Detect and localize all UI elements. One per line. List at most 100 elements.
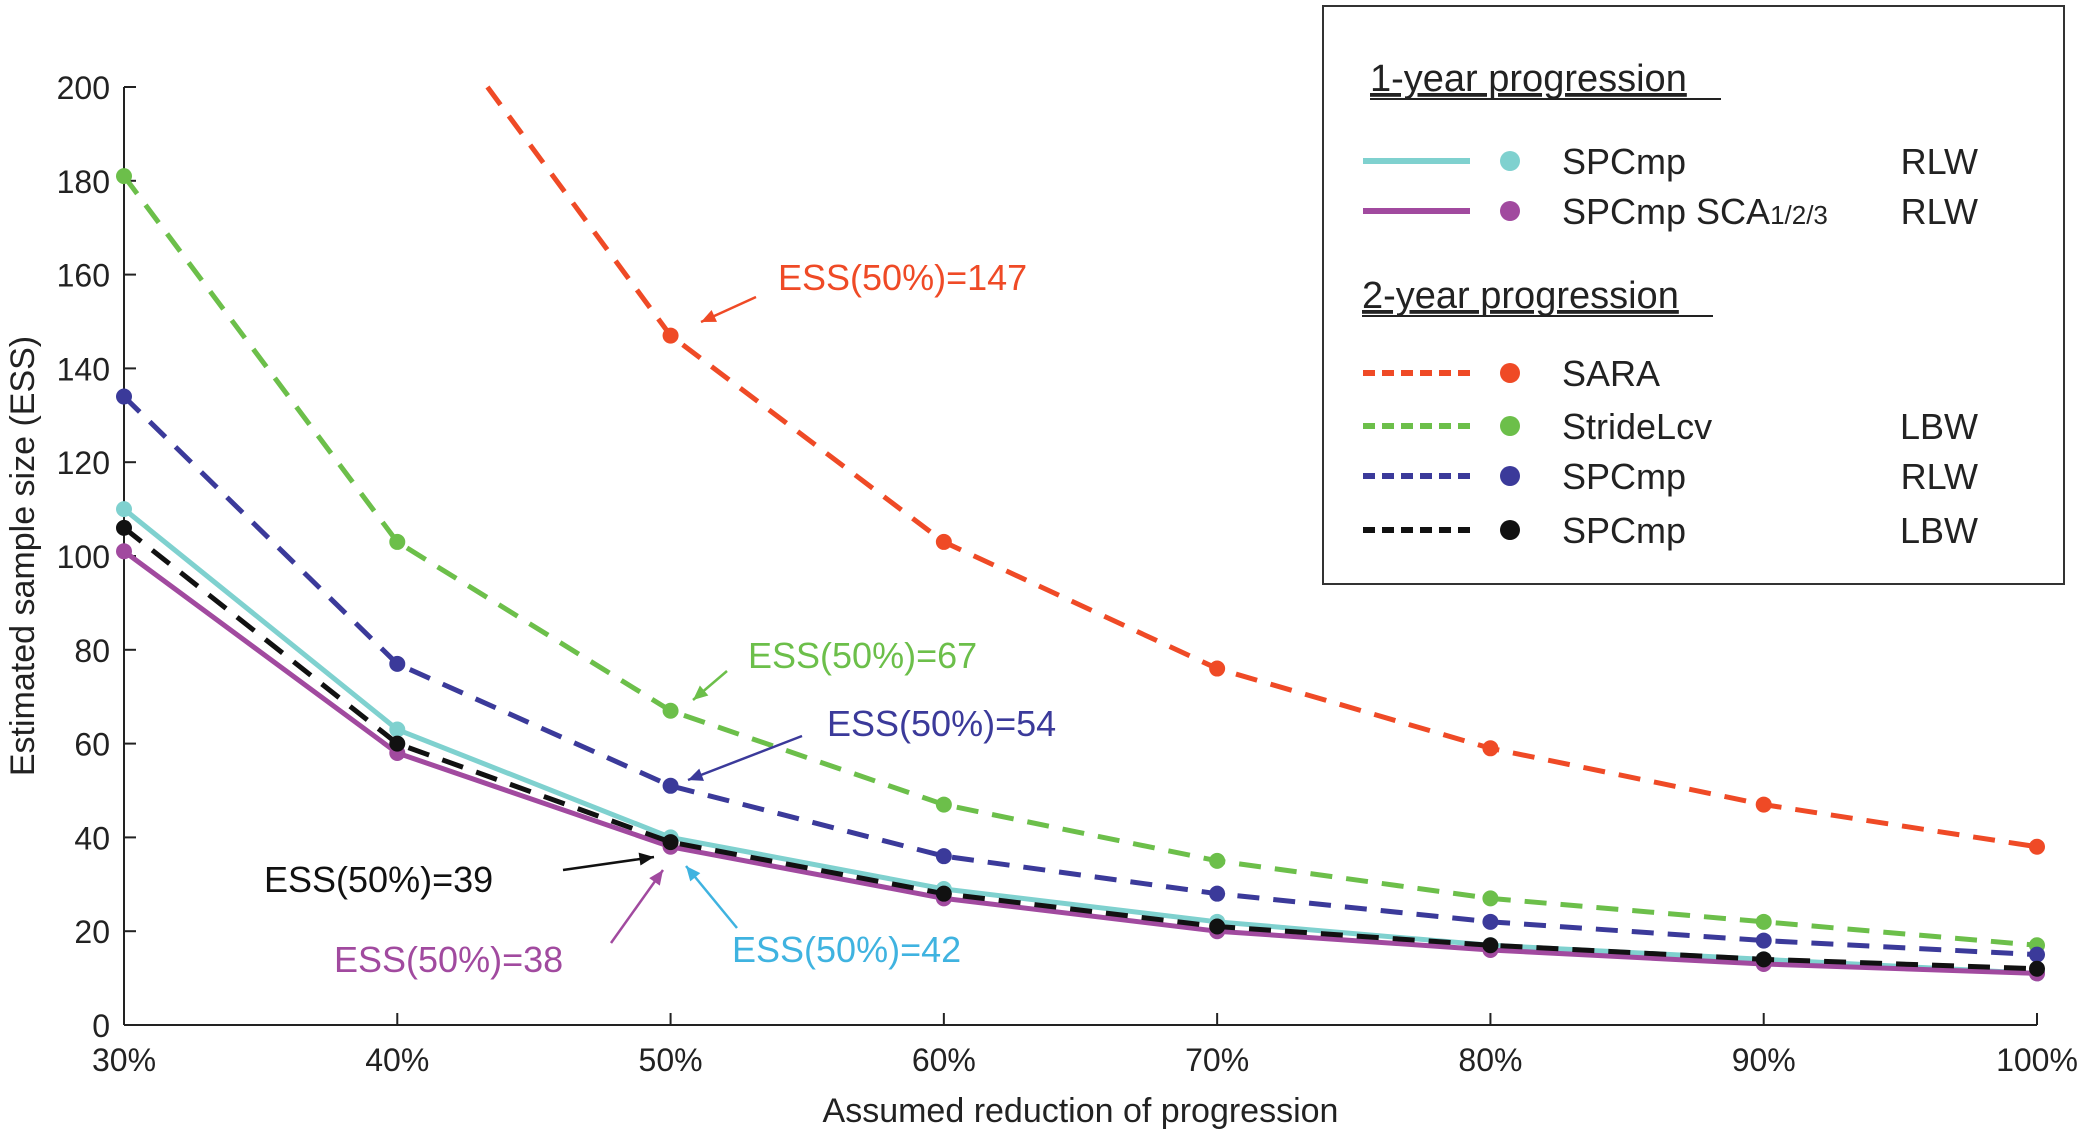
- annotation-1: ESS(50%)=67: [692, 635, 977, 701]
- data-point: [389, 721, 406, 738]
- data-point: [662, 327, 679, 344]
- legend-swatch-marker: [1500, 151, 1520, 171]
- x-tick-label: 90%: [1732, 1042, 1796, 1078]
- annotation-label: ESS(50%)=38: [334, 939, 563, 980]
- y-tick-label: 200: [57, 70, 110, 106]
- axes: 0 20 40 60 80 100 120 140 160 180 200 30% 40% 50% 60% 7…: [4, 70, 2078, 1130]
- annotation-arrow-line: [609, 869, 665, 944]
- legend-entry-label: SPCmp: [1562, 456, 1686, 497]
- data-point: [389, 735, 406, 752]
- annotation-arrow-head: [686, 866, 701, 882]
- series-layer: [116, 85, 2045, 982]
- data-point: [662, 834, 679, 851]
- annotations: ESS(50%)=147 ESS(50%)=67 ESS(50%)=54 ESS(50…: [264, 257, 1056, 980]
- annotation-0: ESS(50%)=147: [700, 257, 1027, 324]
- x-tick-label: 40%: [365, 1042, 429, 1078]
- legend-entry-2: SARA: [1363, 353, 1660, 394]
- y-tick-label: 0: [92, 1008, 110, 1044]
- annotation-arrow-head: [693, 685, 709, 700]
- data-point: [116, 168, 132, 185]
- data-point: [1209, 918, 1226, 935]
- x-tick-label: 30%: [92, 1042, 156, 1078]
- x-tick-label: 100%: [1996, 1042, 2078, 1078]
- legend-swatch-marker: [1500, 520, 1520, 540]
- data-point: [1209, 660, 1226, 677]
- x-axis-title: Assumed reduction of progression: [823, 1092, 1339, 1130]
- y-tick-label: 40: [74, 820, 110, 856]
- legend-entry-3: StrideLcv LBW: [1363, 406, 1978, 447]
- legend-group1-title: 1-year progression: [1370, 58, 1687, 100]
- data-point: [935, 848, 952, 865]
- legend-entry-suffix: RLW: [1901, 191, 1978, 232]
- annotation-label: ESS(50%)=67: [748, 635, 977, 676]
- data-point: [2029, 960, 2045, 977]
- data-point: [1755, 913, 1772, 930]
- series-3: [116, 168, 2045, 954]
- data-point: [935, 885, 952, 902]
- legend-entry-label: SPCmp: [1562, 510, 1686, 551]
- data-point: [2029, 946, 2045, 963]
- legend-entry-label: SPCmp: [1562, 141, 1686, 182]
- legend-entry-5: SPCmp LBW: [1363, 510, 1978, 551]
- data-point: [389, 533, 406, 550]
- annotation-arrow-head: [688, 768, 704, 781]
- legend-swatch-marker: [1500, 363, 1520, 383]
- legend-entry-label: SARA: [1562, 353, 1660, 394]
- data-point: [389, 655, 406, 672]
- data-point: [1755, 951, 1772, 968]
- x-tick-label: 70%: [1185, 1042, 1249, 1078]
- legend-swatch-marker: [1500, 416, 1520, 436]
- y-tick-label: 120: [57, 445, 110, 481]
- series-2: [485, 85, 2045, 855]
- y-tick-label: 180: [57, 164, 110, 200]
- data-point: [1755, 796, 1772, 813]
- annotation-label: ESS(50%)=54: [827, 703, 1056, 744]
- legend-entry-suffix: RLW: [1901, 141, 1978, 182]
- annotation-4: ESS(50%)=38: [334, 869, 665, 980]
- legend-group2-title: 2-year progression: [1362, 275, 1679, 317]
- legend-swatch-marker: [1500, 466, 1520, 486]
- y-axis-title: Estimated sample size (ESS): [4, 336, 42, 776]
- data-point: [662, 702, 679, 719]
- x-tick-label: 80%: [1458, 1042, 1522, 1078]
- annotation-label: ESS(50%)=147: [778, 257, 1027, 298]
- x-tick-label: 60%: [912, 1042, 976, 1078]
- legend-entry-4: SPCmp RLW: [1363, 456, 1978, 497]
- data-point: [1482, 740, 1499, 757]
- annotation-arrow-line: [562, 855, 655, 872]
- series-line: [122, 394, 2038, 958]
- y-tick-label: 80: [74, 633, 110, 669]
- annotation-2: ESS(50%)=54: [687, 703, 1056, 782]
- data-point: [116, 519, 132, 536]
- legend-entry-suffix: LBW: [1900, 510, 1978, 551]
- series-1: [116, 543, 2045, 982]
- data-point: [1209, 852, 1226, 869]
- series-line: [122, 549, 2038, 976]
- legend-entry-suffix: LBW: [1900, 406, 1978, 447]
- data-point: [662, 777, 679, 794]
- annotation-label: ESS(50%)=42: [732, 929, 961, 970]
- series-5: [116, 519, 2045, 977]
- series-line: [122, 525, 2038, 972]
- annotation-arrow-head: [701, 310, 717, 322]
- y-tick-label: 60: [74, 727, 110, 763]
- annotation-arrow-head: [649, 870, 663, 886]
- series-line: [121, 174, 2038, 948]
- legend-swatch-marker: [1500, 201, 1520, 221]
- data-point: [935, 533, 952, 550]
- data-point: [2029, 838, 2045, 855]
- y-tick-label: 100: [57, 539, 110, 575]
- y-tick-label: 140: [57, 351, 110, 387]
- annotation-label: ESS(50%)=39: [264, 859, 493, 900]
- y-tick-label: 160: [57, 258, 110, 294]
- legend: 1-year progression 2-year progression SPCm…: [1322, 5, 2065, 585]
- data-point: [1482, 913, 1499, 930]
- data-point: [1755, 932, 1772, 949]
- data-point: [1209, 885, 1226, 902]
- data-point: [935, 796, 952, 813]
- annotation-5: ESS(50%)=42: [685, 865, 961, 970]
- legend-subscript: 1/2/3: [1770, 200, 1828, 230]
- annotation-arrow-head: [638, 852, 654, 866]
